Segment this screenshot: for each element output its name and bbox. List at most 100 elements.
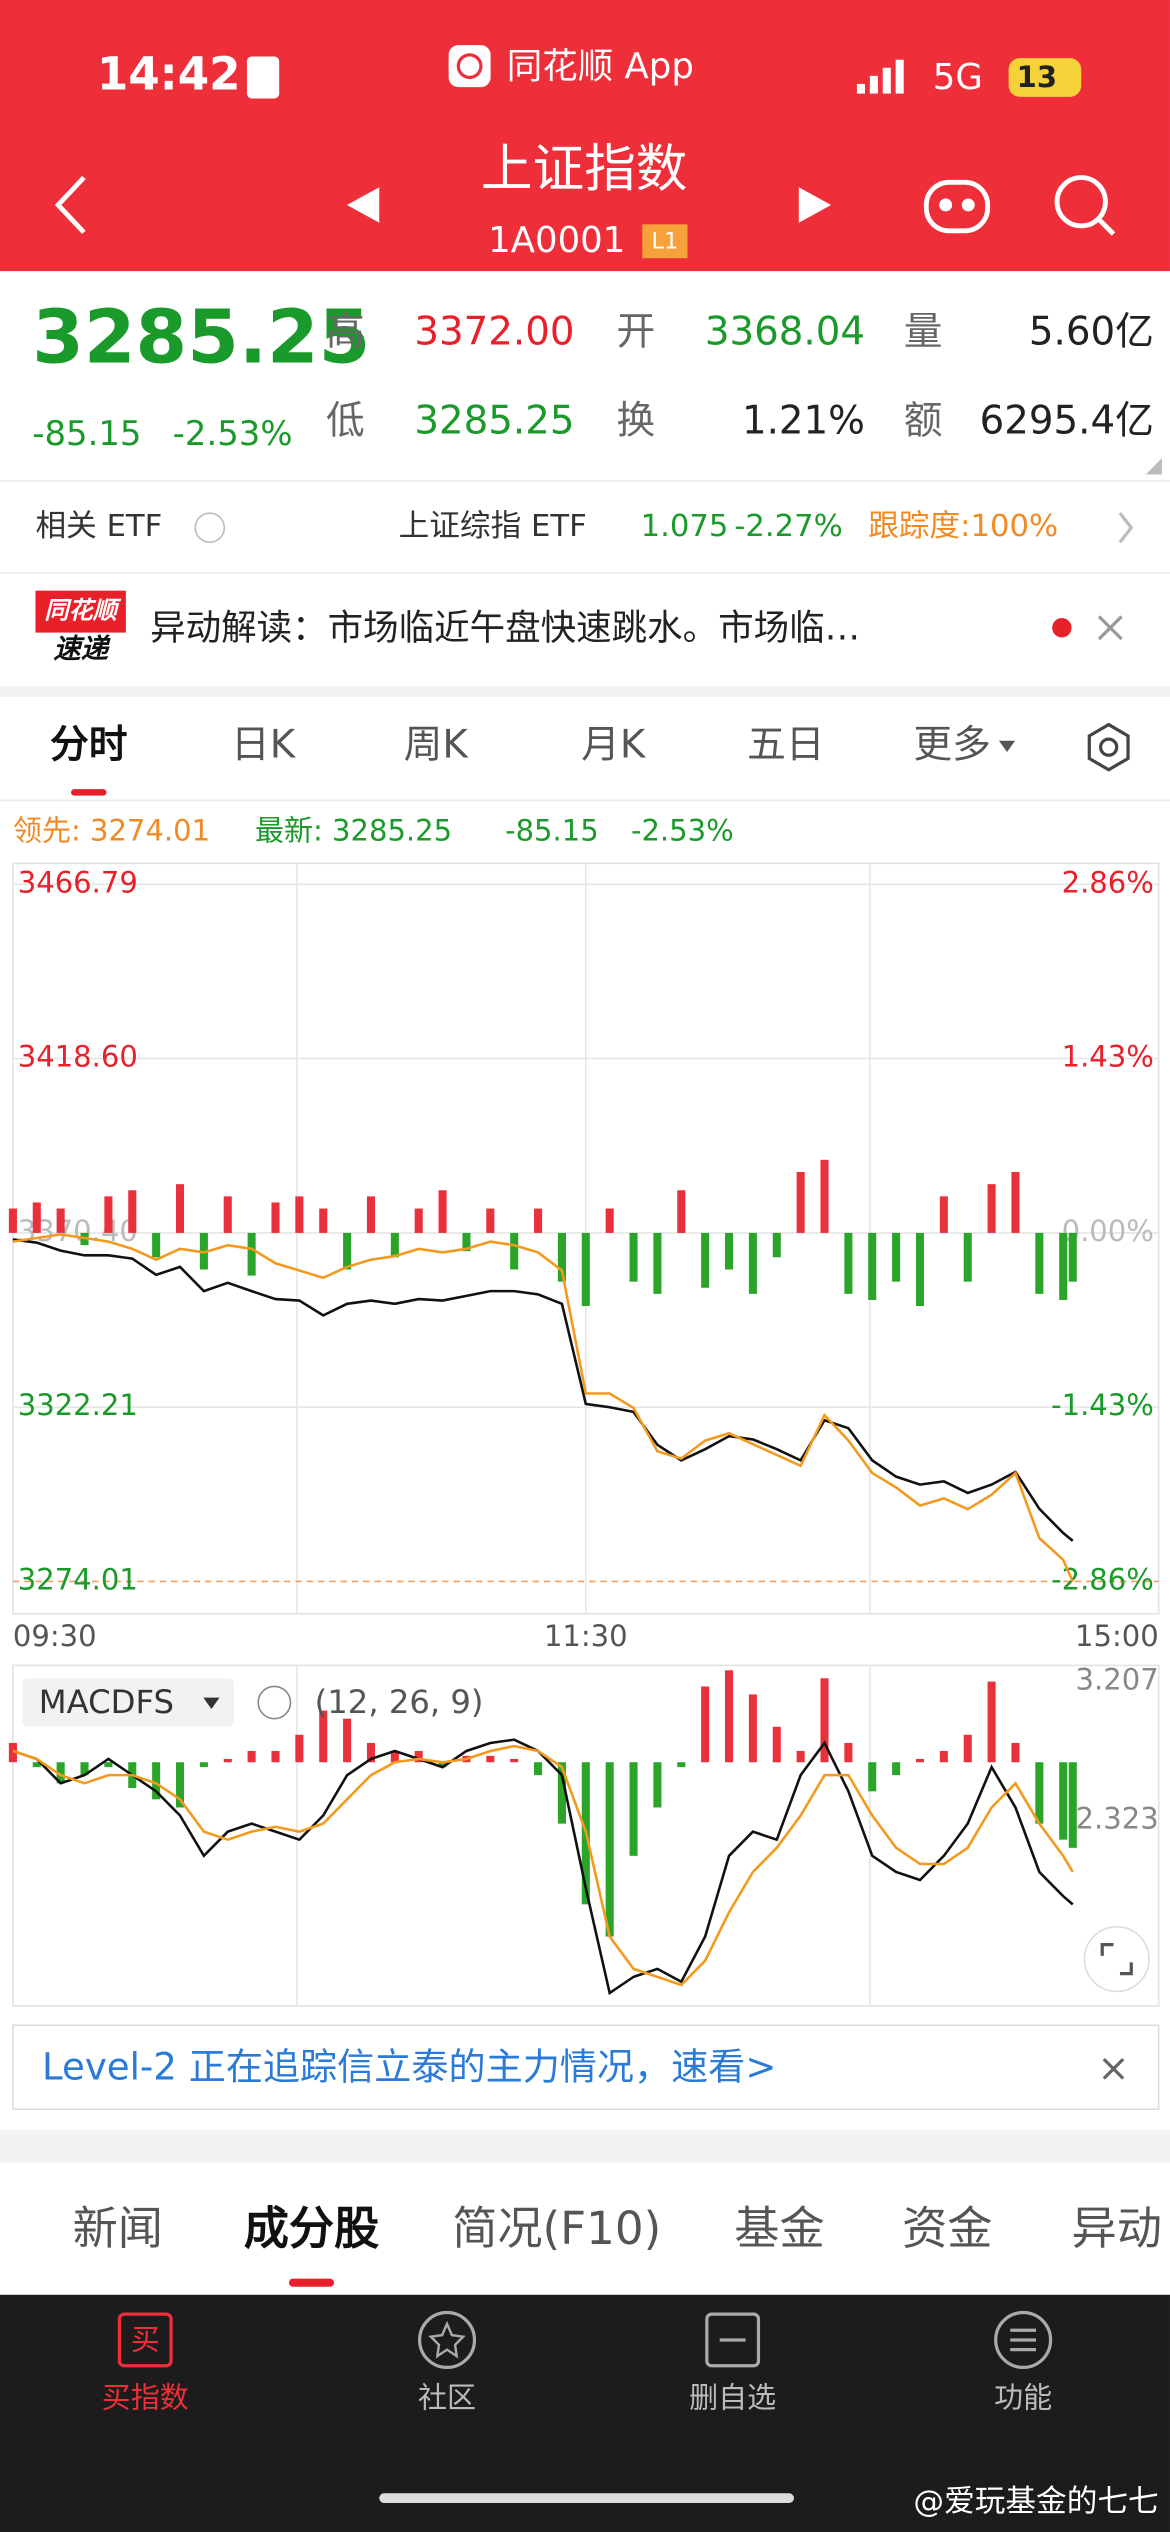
bar [366,1742,376,1763]
section-tab[interactable]: 简况(F10) [452,2202,661,2255]
section-tab[interactable]: 异动 [1072,2202,1162,2255]
help-icon[interactable] [194,512,226,544]
banner-bg[interactable] [12,2024,1160,2111]
bar [1068,1232,1077,1282]
bar [175,1762,185,1808]
etf-tracking: 跟踪度:100% [868,509,1058,544]
nav-icon-buy [117,2312,173,2368]
y-tick-label: 3.207 [1076,1663,1159,1697]
nav-icon-star [428,2320,466,2359]
bar [963,1232,972,1282]
news-text[interactable]: 异动解读：市场临近午盘快速跳水。市场临… [150,607,860,648]
macd-selector[interactable] [22,1678,235,1727]
nav-item[interactable]: 社区 [418,2381,476,2415]
nav-icon-menu [994,2310,1053,2370]
field-label: 高 [326,310,365,355]
macd-panel [12,1664,1160,2007]
signal [856,59,904,94]
banner-close[interactable] [1102,2058,1125,2080]
bar [8,1208,17,1233]
bar [844,1742,853,1763]
section-tab[interactable]: 成分股 [244,2202,380,2255]
back-button[interactable] [54,175,86,235]
battery [1008,58,1082,97]
chart-tab[interactable]: 更多 [913,723,990,768]
bar [510,1232,519,1270]
section-tab[interactable]: 资金 [902,2202,992,2255]
bar [605,1762,614,1937]
bar [820,1159,829,1233]
x-tick-label: 09:30 [13,1619,97,1653]
fullscreen-button[interactable] [1083,1926,1150,1993]
robot-button[interactable] [923,179,991,234]
y2-tick-label: 0.00% [1062,1214,1154,1248]
status-network: 5G [933,57,983,98]
x-tick-label: 11:30 [544,1619,628,1653]
quote-change-pct: -2.53% [173,414,293,453]
chart-tab[interactable]: 周K [404,723,470,768]
bar [414,1208,423,1233]
nav-icon-lines [1010,2328,1037,2352]
bar [366,1196,376,1233]
news-badge-top: 同花顺 [44,597,121,625]
header-badge: L1 [651,229,678,255]
bar [963,1734,972,1763]
etf-price: 1.075 [641,509,729,544]
settings-button[interactable] [1087,722,1130,772]
y2-tick-label: -1.43% [1051,1388,1154,1422]
status-app: 同花顺 App [507,46,694,87]
bar [104,1762,113,1768]
next-button[interactable] [798,187,832,223]
bar [844,1232,853,1294]
tab-underline [288,2278,335,2287]
prev-button[interactable] [346,187,380,223]
y-tick-label: 3418.60 [18,1040,138,1074]
bar [104,1196,113,1233]
bar [1059,1232,1068,1300]
etf-chevron[interactable] [1118,512,1134,544]
chart-tab[interactable]: 月K [581,723,647,768]
news-close[interactable] [1097,615,1123,641]
bottom-nav: 买指数 社区 删自选 功能 [102,2381,1052,2415]
bar [581,1232,590,1307]
badge-bg [642,224,688,259]
field-label: 换 [616,398,655,443]
bar [175,1184,185,1233]
field-label: 开 [616,310,655,355]
bar [319,1710,328,1763]
section-tab[interactable]: 基金 [734,2202,824,2255]
macd-help[interactable] [257,1685,292,1720]
chart-tab[interactable]: 五日 [747,723,824,768]
bar [1011,1171,1020,1233]
status-battery: 13 [1017,60,1057,94]
y-tick-label: 3322.21 [18,1388,138,1422]
bar [724,1670,734,1763]
app-logo [448,45,491,88]
bar [271,1750,280,1763]
bar [56,1208,65,1233]
bar [868,1232,877,1300]
chart-tab[interactable]: 分时 [50,723,127,768]
line-series [12,1738,1074,1996]
bar [128,1190,137,1233]
field-value: 3368.04 [705,310,865,355]
line-series [12,1233,1074,1583]
chart-tab[interactable]: 日K [231,723,297,768]
bar [939,1196,948,1233]
field-label: 额 [904,398,943,443]
section-tab[interactable]: 新闻 [73,2202,163,2255]
bar [343,1718,352,1763]
bar [343,1232,352,1270]
nav-item[interactable]: 删自选 [689,2381,776,2415]
bar [319,1208,328,1233]
nav-icon-text: 买 [131,2323,160,2357]
bar [534,1208,543,1233]
search-button[interactable] [1054,175,1116,236]
bar [271,1202,280,1233]
nav-item[interactable]: 功能 [994,2381,1052,2415]
quote-price: 3285.25 [32,294,370,381]
bar [295,1734,304,1763]
nav-item[interactable]: 买指数 [102,2381,189,2415]
field-label: 低 [326,398,365,443]
